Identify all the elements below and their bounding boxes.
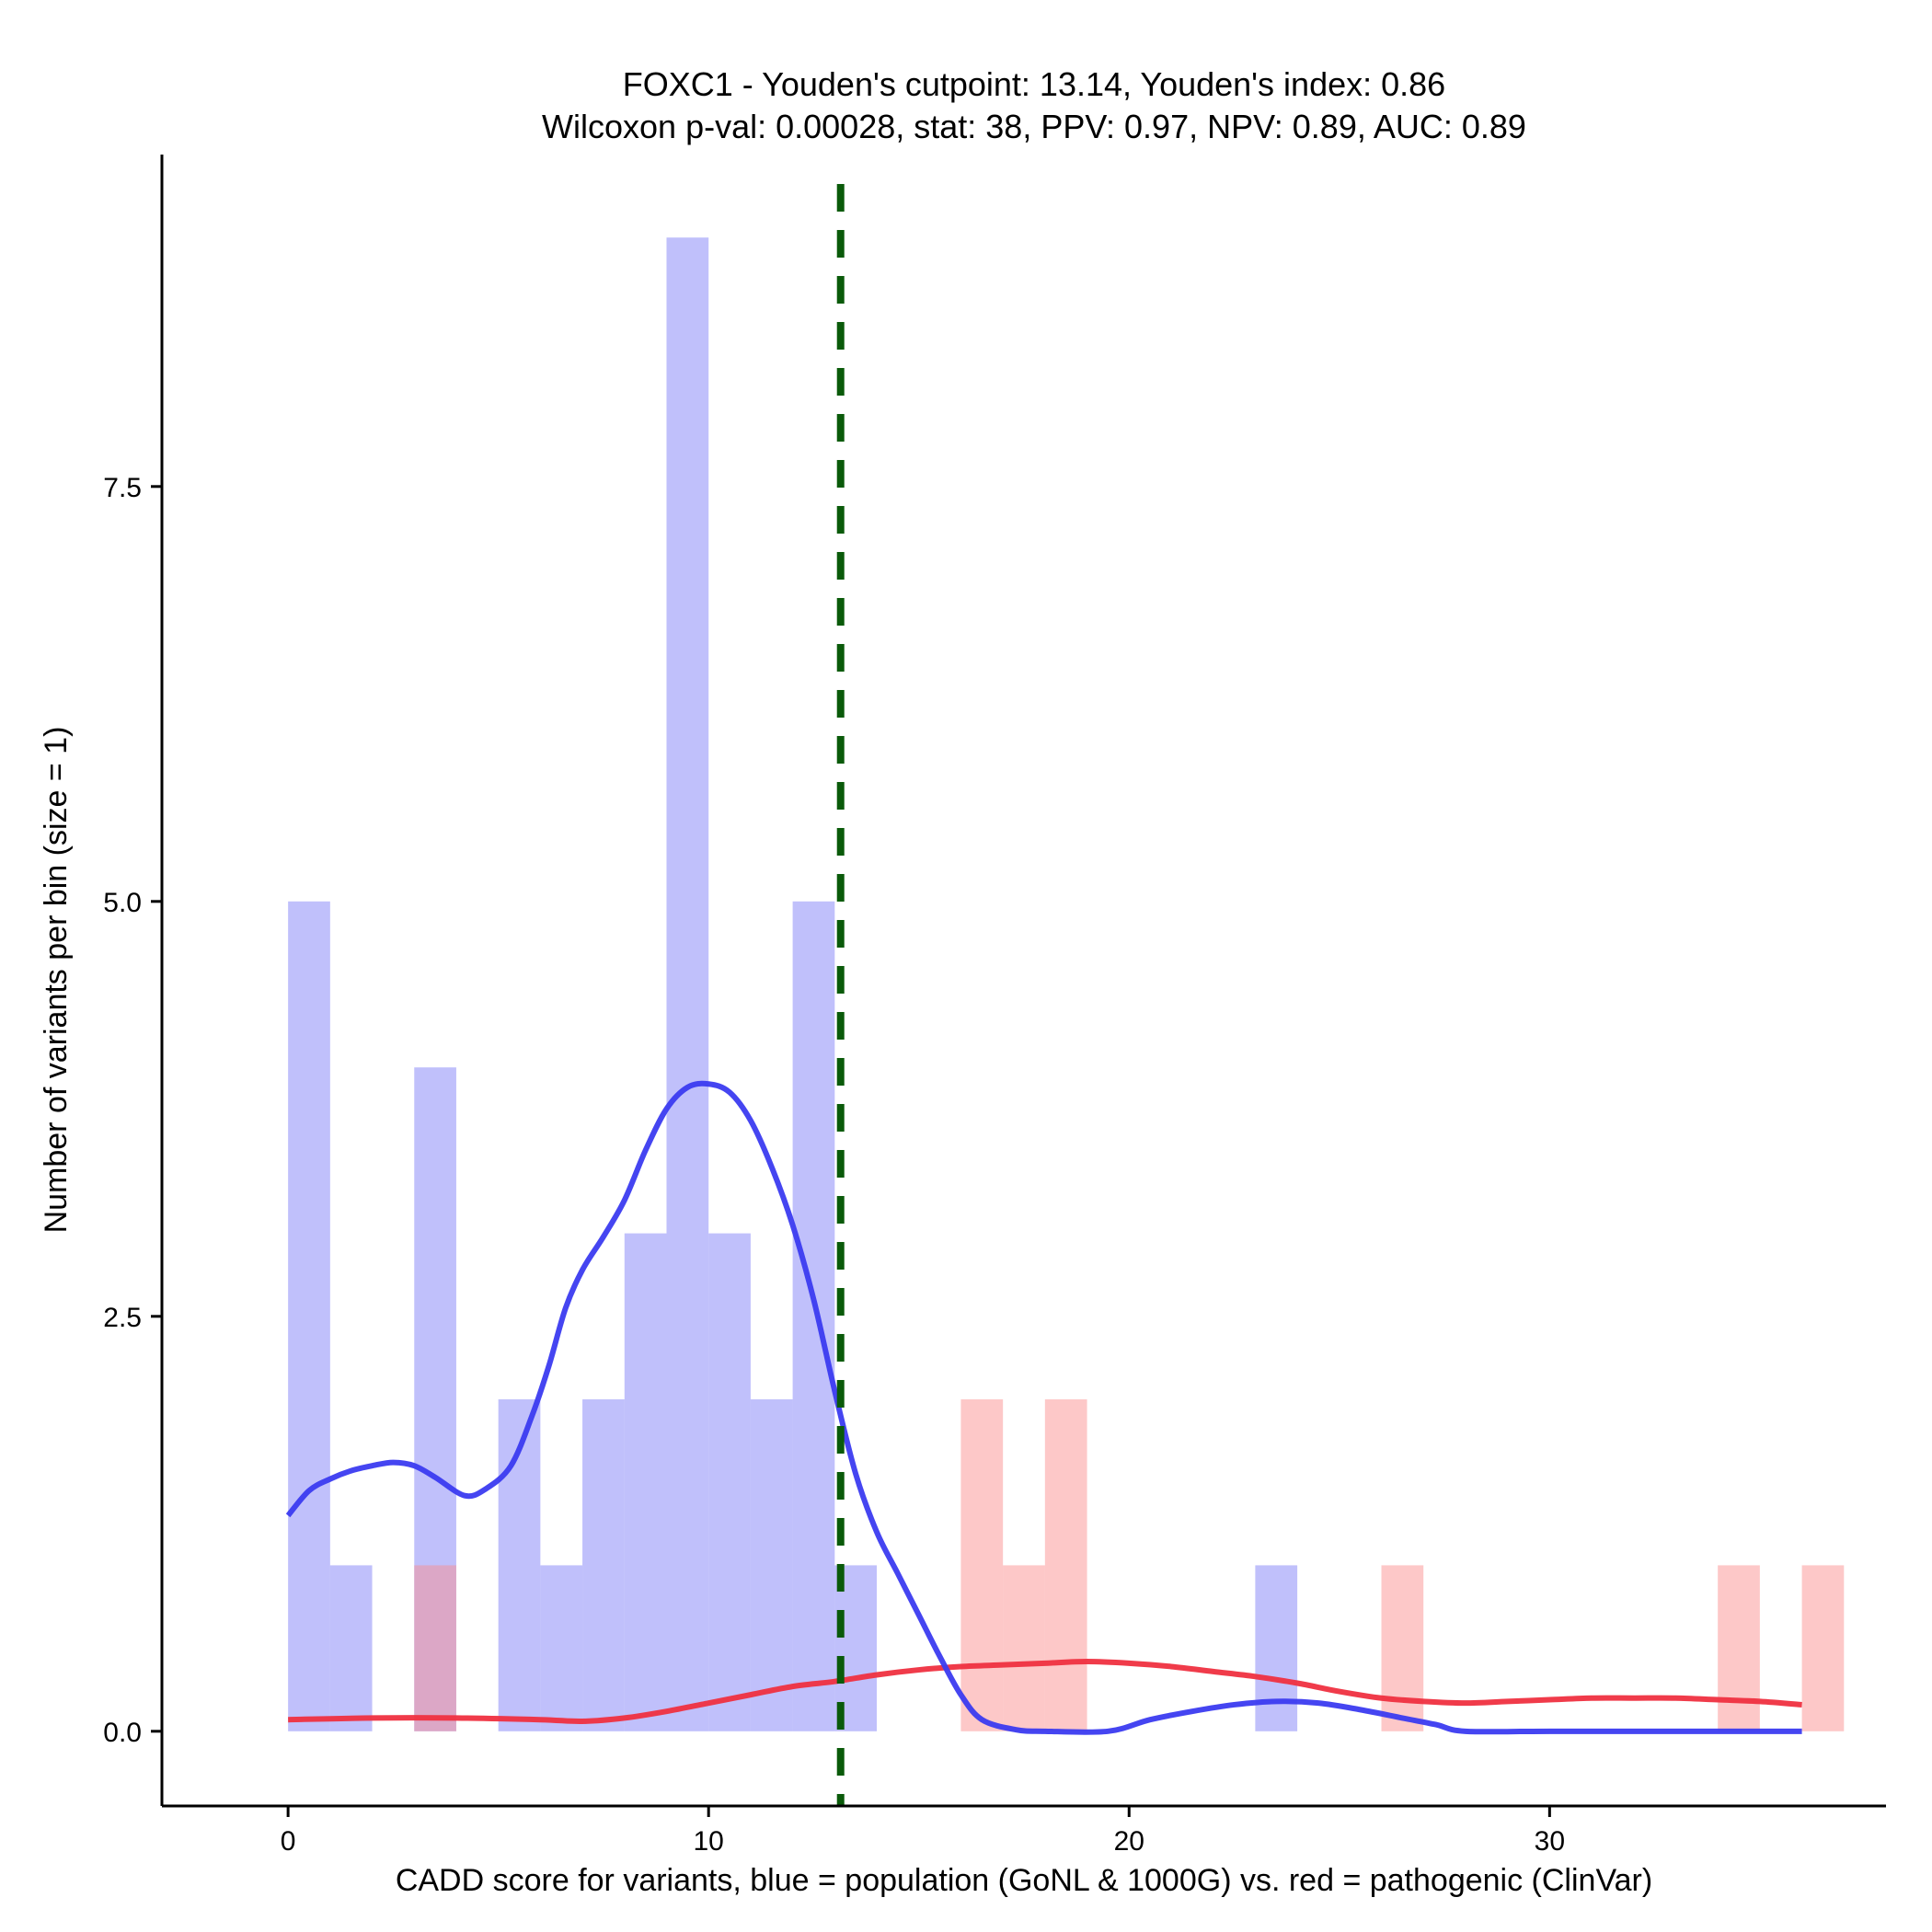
chart-subtitle: Wilcoxon p-val: 0.00028, stat: 38, PPV: …: [542, 108, 1526, 145]
pathogenic-bar: [1381, 1565, 1424, 1731]
population-bar: [582, 1399, 625, 1731]
population-bar: [1255, 1565, 1298, 1731]
population-bar: [540, 1565, 583, 1731]
x-tick-label: 30: [1535, 1826, 1565, 1857]
density-curves: [285, 1080, 1802, 1735]
y-tick-label: 2.5: [103, 1303, 142, 1333]
population-density-line: [285, 1080, 1802, 1735]
pathogenic-bar: [1003, 1565, 1045, 1731]
population-bar: [666, 237, 709, 1731]
x-tick-label: 0: [281, 1826, 296, 1857]
population-bar: [329, 1565, 373, 1731]
x-tick-label: 20: [1114, 1826, 1144, 1857]
y-tick-label: 7.5: [103, 473, 142, 503]
y-tick-label: 0.0: [103, 1718, 142, 1748]
pathogenic-bar: [414, 1565, 456, 1731]
pathogenic-density-line: [288, 1659, 1802, 1725]
population-bar: [750, 1399, 793, 1731]
population-bar: [288, 901, 330, 1731]
y-tick-label: 5.0: [103, 888, 142, 918]
population-bar: [414, 1067, 456, 1731]
pathogenic-bar: [1044, 1399, 1087, 1731]
chart-title: FOXC1 - Youden's cutpoint: 13.14, Youden…: [623, 65, 1445, 103]
bars-layer: [288, 237, 1845, 1731]
y-axis-ticks: 0.0 2.5 5.0 7.5: [103, 473, 162, 1748]
y-axis-label: Number of variants per bin (size = 1): [39, 727, 74, 1234]
pathogenic-bar: [1718, 1565, 1760, 1731]
pathogenic-bar: [960, 1399, 1004, 1731]
x-tick-label: 10: [694, 1826, 724, 1857]
population-bar: [624, 1233, 667, 1731]
pathogenic-bar: [1801, 1565, 1845, 1731]
x-axis-label: CADD score for variants, blue = populati…: [396, 1863, 1652, 1898]
population-bar: [708, 1233, 751, 1731]
x-axis-ticks: 0 10 20 30: [281, 1806, 1565, 1857]
population-bar: [792, 901, 835, 1731]
